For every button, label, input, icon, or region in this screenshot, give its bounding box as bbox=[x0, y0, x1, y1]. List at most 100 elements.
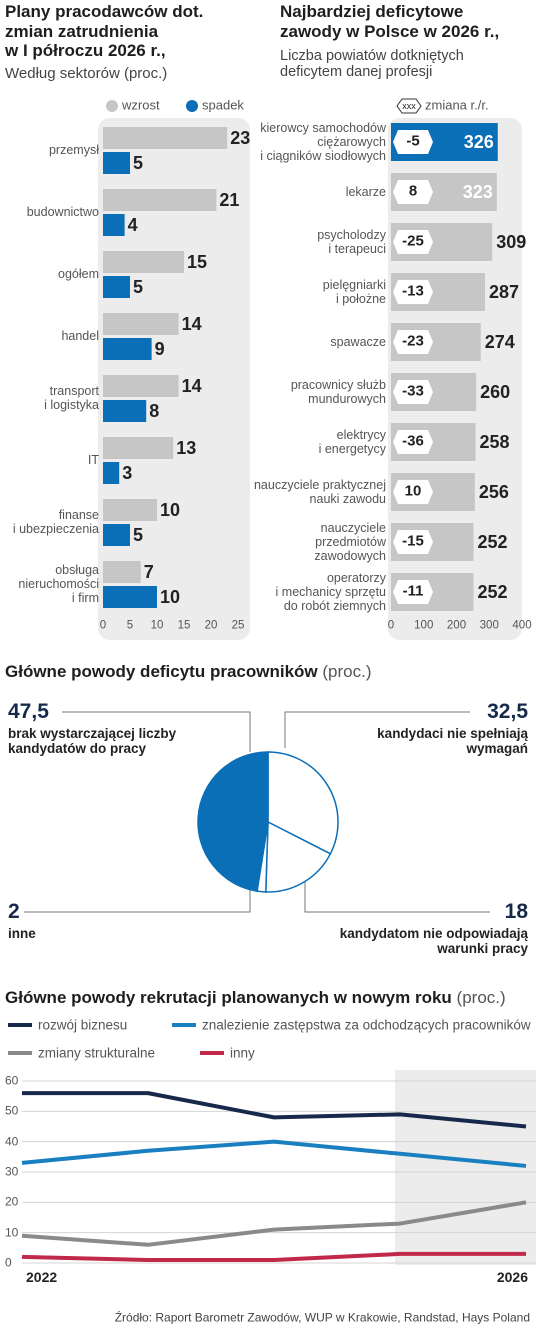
value-label: 23 bbox=[230, 127, 251, 148]
change-badge bbox=[393, 430, 433, 454]
legend-label: znalezienie zastępstwa za odchodzących p… bbox=[202, 1017, 531, 1033]
bar bbox=[103, 313, 179, 335]
chart-title: Najbardziej deficytowe zawody w Polsce w… bbox=[280, 2, 500, 41]
category-label: ogółem bbox=[58, 267, 99, 281]
category-label: kierowcy samochodów ciężarowych i ciągni… bbox=[260, 121, 386, 163]
category-label: IT bbox=[87, 453, 99, 467]
value-label: 252 bbox=[477, 531, 508, 552]
value-label: 47,5 bbox=[8, 700, 49, 724]
forecast-area bbox=[395, 1070, 536, 1265]
value-label: 14 bbox=[181, 375, 202, 396]
chart-unit: (proc.) bbox=[322, 662, 372, 681]
value-label: 256 bbox=[478, 481, 509, 502]
bar bbox=[103, 524, 130, 546]
legend-marker bbox=[106, 100, 118, 112]
change-label: -11 bbox=[402, 582, 424, 600]
chart-title: Główne powody rekrutacji planowanych w n… bbox=[5, 988, 452, 1007]
y-tick-label: 20 bbox=[5, 1194, 19, 1209]
value-label: 4 bbox=[127, 214, 138, 235]
x-tick-label: 200 bbox=[446, 619, 467, 632]
category-label: kandydatom nie odpowiadają warunki pracy bbox=[339, 926, 528, 957]
value-label: 309 bbox=[496, 231, 527, 252]
value-label: 32,5 bbox=[487, 700, 528, 724]
x-tick-label: 400 bbox=[512, 619, 532, 632]
leader-line bbox=[62, 711, 251, 752]
value-label: 287 bbox=[488, 281, 520, 302]
value-label: 7 bbox=[143, 561, 154, 582]
line bbox=[21, 1200, 527, 1247]
x-tick-label: 0 bbox=[387, 619, 395, 632]
category-label: elektrycy i energetycy bbox=[318, 428, 386, 456]
change-label: -36 bbox=[402, 432, 424, 450]
change-badge bbox=[393, 280, 433, 304]
line bbox=[21, 1251, 526, 1262]
bar bbox=[103, 375, 179, 397]
x-tick-label: 100 bbox=[414, 619, 434, 632]
x-tick-label: 2026 bbox=[496, 1269, 528, 1286]
value-label: 5 bbox=[133, 276, 144, 297]
chart-title: Plany pracodawców dot. zmian zatrudnieni… bbox=[5, 2, 204, 61]
leader-lines bbox=[24, 711, 490, 913]
category-label: handel bbox=[61, 329, 99, 343]
category-label: inne bbox=[8, 926, 36, 941]
bar bbox=[103, 586, 157, 608]
leader-line bbox=[284, 711, 470, 748]
x-tick-label: 15 bbox=[177, 619, 191, 632]
category-label: nauczyciele przedmiotów zawodowych bbox=[314, 521, 386, 563]
category-label: lekarze bbox=[345, 185, 386, 199]
y-tick-label: 0 bbox=[5, 1255, 12, 1270]
x-tick-label: 20 bbox=[204, 619, 218, 632]
bar bbox=[103, 338, 152, 360]
bar bbox=[103, 499, 157, 521]
value-label: 252 bbox=[477, 581, 508, 602]
legend-label: spadek bbox=[202, 97, 244, 113]
value-label: 13 bbox=[176, 437, 197, 458]
change-badge bbox=[393, 180, 433, 204]
change-label: -25 bbox=[402, 232, 424, 250]
x-tick-label: 2022 bbox=[26, 1269, 58, 1286]
bar bbox=[103, 127, 228, 149]
bar bbox=[103, 276, 130, 298]
change-label: -15 bbox=[402, 532, 424, 550]
bar bbox=[103, 437, 174, 459]
change-badge bbox=[393, 230, 433, 254]
leader-line bbox=[24, 886, 251, 913]
category-label: psycholodzy i terapeuci bbox=[317, 228, 386, 256]
change-label: -5 bbox=[406, 132, 420, 150]
legend-marker bbox=[186, 100, 198, 112]
legend-label: inny bbox=[230, 1045, 255, 1061]
change-label: -23 bbox=[402, 332, 424, 350]
pie-slice bbox=[197, 751, 269, 892]
value-label: 260 bbox=[480, 381, 511, 402]
change-badge bbox=[393, 530, 433, 554]
category-label: brak wystarczającej liczby kandydatów do… bbox=[8, 726, 177, 757]
chart-unit: (proc.) bbox=[456, 988, 506, 1007]
value-label: 10 bbox=[160, 499, 181, 520]
value-label: 274 bbox=[484, 331, 515, 352]
value-label: 5 bbox=[133, 152, 144, 173]
y-tick-label: 10 bbox=[5, 1224, 19, 1239]
y-tick-label: 50 bbox=[5, 1103, 19, 1118]
pie-slice bbox=[265, 820, 332, 893]
chart-subtitle: Według sektorów (proc.) bbox=[5, 65, 168, 82]
bar bbox=[103, 251, 184, 273]
bar bbox=[103, 214, 125, 236]
category-label: spawacze bbox=[330, 335, 386, 349]
x-tick-label: 10 bbox=[150, 619, 164, 632]
chart-heading: Główne powody rekrutacji planowanych w n… bbox=[5, 988, 506, 1008]
x-tick-label: 5 bbox=[126, 619, 134, 632]
category-label: transport i logistyka bbox=[44, 384, 99, 412]
bar bbox=[103, 189, 217, 211]
legend-label: rozwój biznesu bbox=[38, 1017, 128, 1033]
value-label: 323 bbox=[462, 181, 493, 202]
category-label: finanse i ubezpieczenia bbox=[12, 508, 99, 536]
x-tick-label: 25 bbox=[231, 619, 245, 632]
value-label: 14 bbox=[181, 313, 202, 334]
change-badge bbox=[393, 580, 433, 604]
line bbox=[21, 1139, 527, 1168]
category-label: pielęgniarki i położne bbox=[322, 278, 386, 306]
value-label: 10 bbox=[160, 586, 181, 607]
y-tick-label: 60 bbox=[5, 1073, 19, 1088]
value-label: 258 bbox=[479, 431, 510, 452]
